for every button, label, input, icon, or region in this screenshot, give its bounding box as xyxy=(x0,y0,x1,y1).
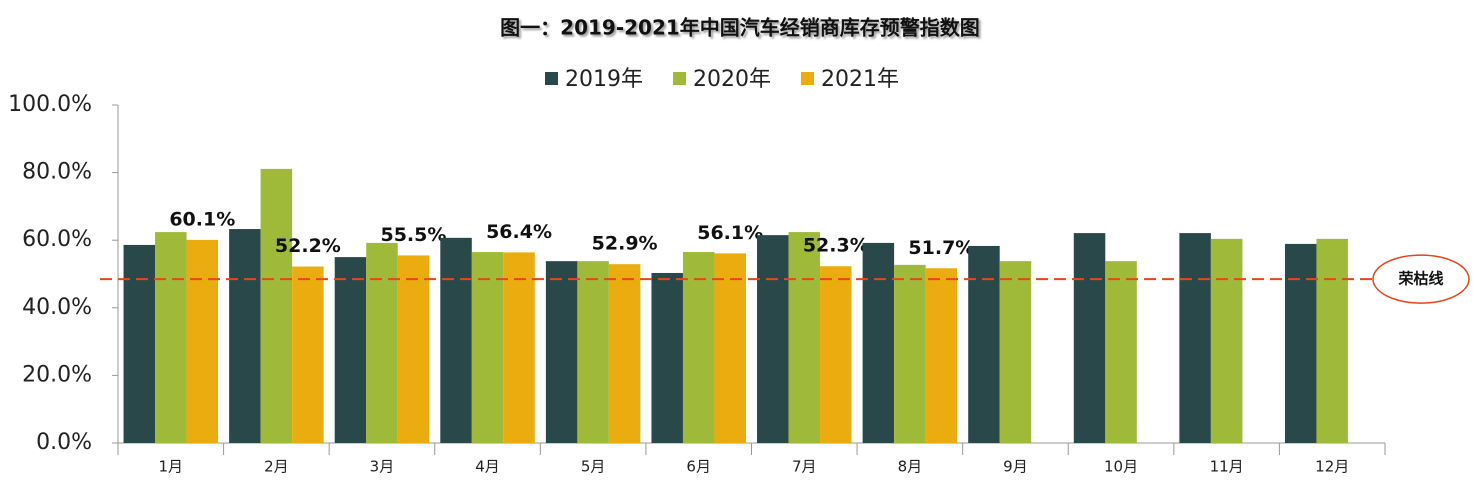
bar xyxy=(651,272,683,443)
value-label: 52.2% xyxy=(275,235,341,257)
bar xyxy=(788,232,821,443)
bar xyxy=(820,266,852,443)
x-tick-label: 5月 xyxy=(581,458,606,476)
bar xyxy=(186,239,219,443)
value-label: 56.4% xyxy=(486,221,552,243)
bar xyxy=(968,245,1000,443)
x-tick-label: 6月 xyxy=(686,458,711,476)
legend-swatch xyxy=(801,72,814,85)
value-label: 51.7% xyxy=(908,237,974,259)
y-tick-label: 100.0% xyxy=(8,92,92,117)
x-tick-label: 1月 xyxy=(159,458,184,476)
y-tick-label: 20.0% xyxy=(22,362,92,387)
legend-swatch xyxy=(545,72,558,85)
bar xyxy=(1179,233,1211,443)
bar xyxy=(925,268,958,443)
value-label: 55.5% xyxy=(380,224,446,246)
bar xyxy=(1316,238,1348,443)
x-tick-label: 8月 xyxy=(898,458,923,476)
x-tick-label: 4月 xyxy=(475,458,500,476)
bar xyxy=(229,229,261,443)
legend-swatch xyxy=(673,72,686,85)
bar xyxy=(757,235,789,443)
x-tick-label: 7月 xyxy=(792,458,817,476)
bar xyxy=(1073,233,1106,443)
bar xyxy=(260,168,293,443)
bar xyxy=(292,266,324,443)
legend-label: 2019年 xyxy=(565,67,643,92)
x-tick-label: 2月 xyxy=(264,458,289,476)
bar xyxy=(1210,238,1243,443)
x-tick-label: 9月 xyxy=(1003,458,1028,476)
value-label: 52.3% xyxy=(803,235,869,257)
bar xyxy=(123,244,156,443)
bar xyxy=(1284,243,1317,443)
chart-title: 图一：2019-2021年中国汽车经销商库存预警指数图 xyxy=(500,16,980,40)
value-label: 60.1% xyxy=(169,208,235,230)
bar xyxy=(608,264,641,443)
x-tick-label: 11月 xyxy=(1210,458,1244,476)
y-tick-label: 0.0% xyxy=(36,430,92,455)
bar xyxy=(714,253,746,443)
legend-label: 2021年 xyxy=(821,67,899,92)
y-tick-label: 40.0% xyxy=(22,295,92,320)
bar xyxy=(503,252,535,443)
bar xyxy=(894,264,926,443)
bar xyxy=(440,237,472,443)
y-tick-label: 60.0% xyxy=(22,227,92,252)
value-label: 56.1% xyxy=(697,222,763,244)
bar xyxy=(545,261,578,443)
bar xyxy=(1105,261,1137,443)
reference-badge xyxy=(1372,254,1470,304)
bar xyxy=(397,255,430,443)
x-tick-label: 3月 xyxy=(370,458,395,476)
y-tick-label: 80.0% xyxy=(22,160,92,185)
bar xyxy=(155,232,187,443)
bar xyxy=(682,252,715,443)
bar xyxy=(366,242,398,443)
bar xyxy=(334,257,367,443)
bar xyxy=(862,242,895,443)
value-label: 52.9% xyxy=(592,233,658,255)
bar xyxy=(577,261,609,443)
bar xyxy=(999,261,1032,443)
bar xyxy=(471,252,504,443)
legend-label: 2020年 xyxy=(693,67,771,92)
x-tick-label: 12月 xyxy=(1315,458,1349,476)
reference-label: 荣枯线 xyxy=(1397,270,1443,288)
x-tick-label: 10月 xyxy=(1104,458,1138,476)
